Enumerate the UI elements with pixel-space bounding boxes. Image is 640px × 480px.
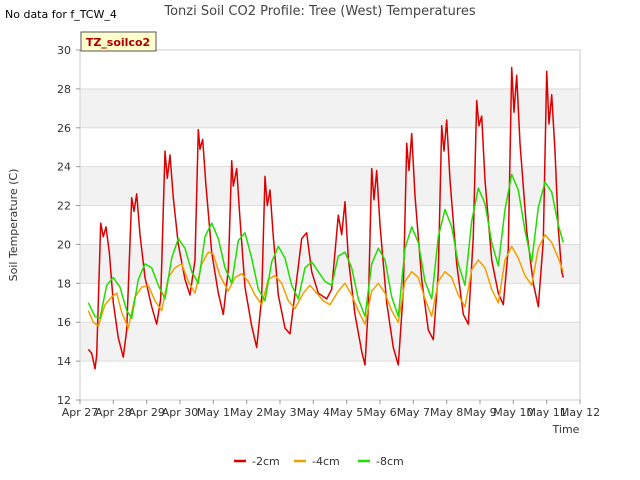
y-tick-label: 24 [57,161,71,174]
x-tick-label: May 1 [197,406,230,419]
x-tick-label: May 11 [527,406,567,419]
y-tick-label: 28 [57,83,71,96]
x-axis-label: Time [552,423,580,436]
grid-band [80,322,580,362]
grid-band [80,244,580,284]
x-tick-label: May 2 [230,406,263,419]
x-tick-label: May 10 [493,406,533,419]
x-tick-label: Apr 30 [162,406,199,419]
y-axis: 12 14 16 18 20 22 24 26 28 30 [57,44,80,407]
y-tick-label: 30 [57,44,71,57]
x-tick-label: Apr 28 [95,406,132,419]
x-tick-label: Apr 27 [62,406,99,419]
series-line-8cmcm [87,173,565,320]
series-line-4cmcm [87,233,565,329]
chart-title: Tonzi Soil CO2 Profile: Tree (West) Temp… [163,4,476,19]
series-lines [87,66,565,370]
plot-area [79,49,581,401]
series-label-box-frame [80,31,157,52]
x-tick-label: May 3 [263,406,296,419]
x-tick-label: May 6 [363,406,396,419]
no-data-note: No data for f_TCW_4 [5,8,117,21]
y-axis-label: Soil Temperature (C) [7,169,20,282]
legend-label: -4cm [312,455,340,468]
x-tick-label: May 7 [397,406,430,419]
grid-bands [80,49,580,401]
legend-label: -2cm [252,455,280,468]
y-tick-label: 12 [57,394,71,407]
y-tick-label: 26 [57,122,71,135]
x-tick-label: May 12 [560,406,600,419]
series-label-box-text: TZ_soilco2 [86,36,150,49]
grid-band [80,166,580,206]
y-tick-label: 16 [57,316,71,329]
series-label-box: TZ_soilco2 [80,31,157,52]
legend-label: -8cm [376,455,404,468]
x-tick-label: May 8 [430,406,463,419]
x-tick-label: May 9 [463,406,496,419]
legend: -2cm -4cm -8cm [234,455,404,468]
y-tick-label: 20 [57,238,71,251]
y-tick-label: 22 [57,200,71,213]
x-tick-label: Apr 29 [128,406,165,419]
y-tick-label: 14 [57,355,71,368]
grid-band [80,88,580,128]
x-tick-label: May 5 [330,406,363,419]
x-tick-label: May 4 [297,406,330,419]
y-tick-label: 18 [57,277,71,290]
